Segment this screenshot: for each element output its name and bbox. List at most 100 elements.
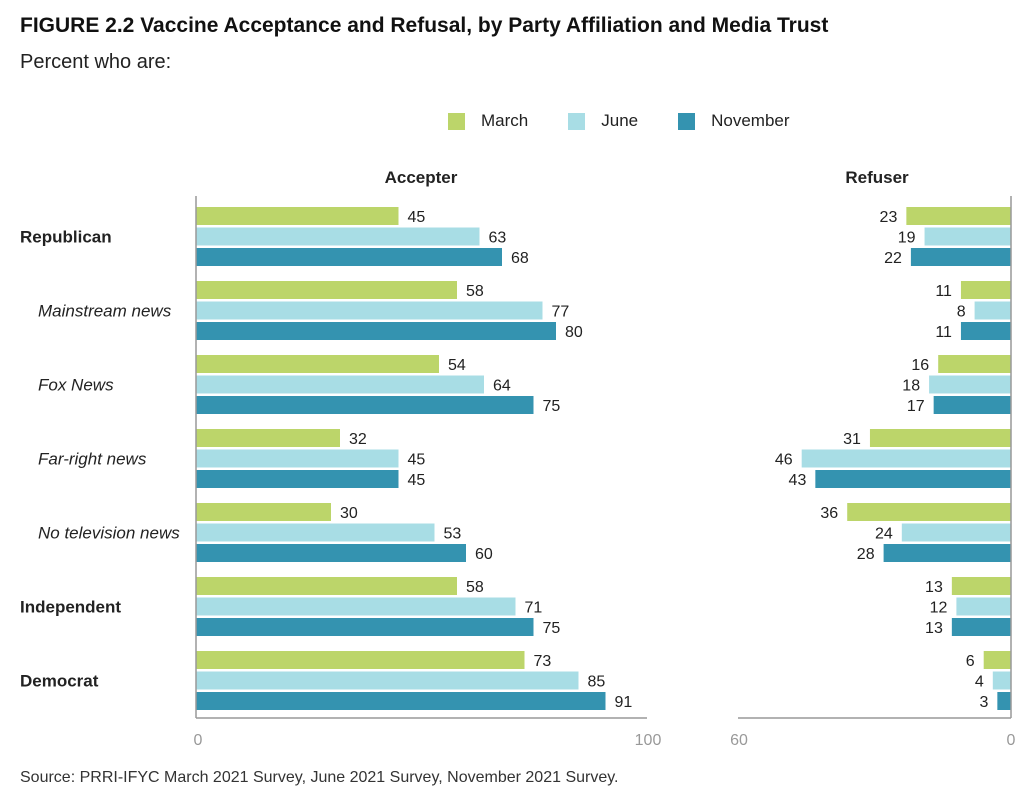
accepter-bar-fox-news-march — [196, 355, 439, 373]
refuser-value-label: 28 — [857, 546, 875, 563]
refuser-bar-mainstream-news-march — [960, 281, 1011, 299]
refuser-value-label: 22 — [884, 250, 902, 267]
refuser-bar-democrat-march — [983, 651, 1011, 669]
accepter-bar-democrat-november — [196, 692, 606, 710]
refuser-value-label: 24 — [875, 526, 893, 543]
accepter-bar-mainstream-news-november — [196, 322, 556, 340]
refuser-value-label: 3 — [979, 694, 988, 711]
accepter-value-label: 58 — [466, 283, 484, 300]
refuser-tick-label-min: 0 — [1007, 732, 1016, 749]
legend-label-november: November — [711, 111, 790, 130]
refuser-bar-no-television-news-march — [847, 503, 1011, 521]
legend-label-june: June — [601, 111, 639, 130]
accepter-bar-democrat-june — [196, 671, 579, 690]
refuser-bar-mainstream-news-november — [960, 322, 1011, 340]
refuser-bar-far-right-news-march — [869, 429, 1011, 447]
legend-item-june: June — [568, 111, 638, 131]
refuser-value-label: 11 — [935, 324, 952, 341]
category-label-no-television-news: No television news — [38, 524, 180, 543]
accepter-value-label: 73 — [534, 653, 552, 670]
accepter-bar-far-right-news-march — [196, 429, 340, 447]
panel-title-refuser: Refuser — [845, 168, 909, 187]
refuser-value-label: 6 — [966, 653, 975, 670]
refuser-value-label: 46 — [775, 452, 793, 469]
accepter-value-label: 60 — [475, 546, 493, 563]
figure-title: FIGURE 2.2 Vaccine Acceptance and Refusa… — [20, 14, 829, 37]
accepter-bar-republican-march — [196, 207, 399, 225]
refuser-bar-mainstream-news-june — [974, 301, 1011, 320]
accepter-value-label: 63 — [489, 230, 507, 247]
accepter-value-label: 30 — [340, 505, 358, 522]
legend-swatch-november — [678, 112, 696, 130]
accepter-value-label: 91 — [615, 694, 633, 711]
refuser-value-label: 19 — [898, 230, 916, 247]
accepter-bar-republican-november — [196, 248, 502, 266]
accepter-value-label: 68 — [511, 250, 529, 267]
accepter-value-label: 54 — [448, 357, 466, 374]
category-label-far-right-news: Far-right news — [38, 450, 147, 469]
accepter-bar-democrat-march — [196, 651, 525, 669]
accepter-bar-independent-march — [196, 577, 457, 595]
refuser-value-label: 43 — [789, 472, 807, 489]
accepter-bar-fox-news-november — [196, 396, 534, 414]
refuser-bar-far-right-news-june — [801, 449, 1011, 468]
refuser-value-label: 18 — [902, 378, 920, 395]
refuser-bar-no-television-news-june — [901, 523, 1011, 542]
category-label-mainstream-news: Mainstream news — [38, 302, 172, 321]
refuser-bar-independent-march — [951, 577, 1011, 595]
accepter-value-label: 80 — [565, 324, 583, 341]
accepter-bar-no-television-news-november — [196, 544, 466, 562]
accepter-value-label: 75 — [543, 620, 561, 637]
refuser-bar-fox-news-june — [929, 375, 1011, 394]
refuser-value-label: 8 — [957, 304, 966, 321]
refuser-bar-democrat-june — [992, 671, 1011, 690]
accepter-bar-independent-june — [196, 597, 516, 616]
accepter-value-label: 53 — [444, 526, 462, 543]
refuser-bar-fox-news-march — [938, 355, 1011, 373]
category-label-democrat: Democrat — [20, 672, 99, 691]
refuser-value-label: 13 — [925, 620, 943, 637]
refuser-value-label: 4 — [975, 674, 984, 691]
accepter-bar-independent-november — [196, 618, 534, 636]
category-label-republican: Republican — [20, 228, 112, 247]
refuser-bar-independent-november — [951, 618, 1011, 636]
accepter-bar-republican-june — [196, 227, 480, 246]
accepter-value-label: 45 — [408, 209, 426, 226]
accepter-bar-mainstream-news-june — [196, 301, 543, 320]
accepter-value-label: 45 — [408, 472, 426, 489]
legend-item-march: March — [448, 111, 528, 131]
refuser-value-label: 23 — [880, 209, 898, 226]
accepter-value-label: 32 — [349, 431, 367, 448]
source-note: Source: PRRI-IFYC March 2021 Survey, Jun… — [20, 769, 619, 786]
accepter-bar-no-television-news-march — [196, 503, 331, 521]
legend-swatch-march — [448, 112, 465, 130]
accepter-value-label: 75 — [543, 398, 561, 415]
refuser-bar-no-television-news-november — [883, 544, 1011, 562]
accepter-tick-label-max: 100 — [635, 732, 662, 749]
refuser-value-label: 13 — [925, 579, 943, 596]
legend: March June November — [448, 110, 790, 132]
accepter-value-label: 85 — [588, 674, 606, 691]
refuser-value-label: 36 — [820, 505, 838, 522]
refuser-value-label: 16 — [911, 357, 929, 374]
refuser-bar-republican-november — [910, 248, 1011, 266]
legend-swatch-june — [568, 112, 586, 130]
accepter-bar-fox-news-june — [196, 375, 484, 394]
refuser-bar-fox-news-november — [933, 396, 1011, 414]
refuser-value-label: 12 — [930, 600, 948, 617]
panel-title-accepter: Accepter — [385, 168, 458, 187]
accepter-bar-no-television-news-june — [196, 523, 435, 542]
accepter-bar-mainstream-news-march — [196, 281, 457, 299]
refuser-value-label: 31 — [843, 431, 861, 448]
accepter-tick-label-min: 0 — [194, 732, 203, 749]
accepter-value-label: 71 — [525, 600, 543, 617]
accepter-value-label: 77 — [552, 304, 570, 321]
category-label-independent: Independent — [20, 598, 121, 617]
refuser-value-label: 11 — [935, 283, 952, 300]
category-label-fox-news: Fox News — [38, 376, 114, 395]
refuser-bar-independent-june — [956, 597, 1011, 616]
refuser-tick-label-max: 60 — [730, 732, 748, 749]
accepter-bar-far-right-news-november — [196, 470, 399, 488]
refuser-bar-republican-march — [906, 207, 1011, 225]
